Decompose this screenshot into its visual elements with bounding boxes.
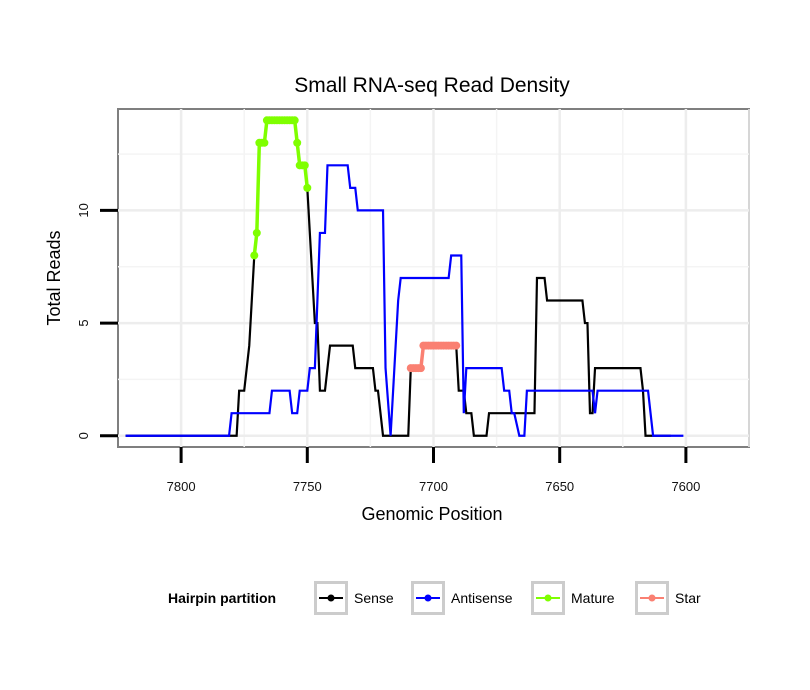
x-tick-label: 7750: [293, 479, 322, 494]
data-point-mature: [252, 228, 261, 237]
series-layer: [125, 116, 684, 437]
legend-key-dot: [424, 594, 432, 602]
legend-label-star: Star: [675, 590, 701, 606]
legend-item-star: Star: [635, 581, 701, 615]
series-line-antisense: [125, 164, 684, 437]
series-star: [406, 341, 461, 373]
y-tick-label: 0: [76, 432, 91, 439]
legend-title: Hairpin partition: [168, 590, 276, 606]
y-axis-title: Total Reads: [44, 230, 64, 325]
data-point-star: [416, 364, 425, 373]
legend-key-dot: [648, 594, 656, 602]
data-point-mature: [260, 138, 269, 147]
data-point-mature: [303, 183, 312, 192]
axes: 7800 7750 7700 7650 7600 0 5 10: [76, 203, 700, 494]
data-point-mature: [293, 138, 302, 147]
series-antisense: [125, 164, 684, 437]
chart-title: Small RNA-seq Read Density: [294, 74, 570, 97]
data-point-mature: [300, 161, 309, 170]
x-tick-label: 7600: [671, 479, 700, 494]
legend-keys: Sense Antisense Mature Star: [314, 581, 701, 615]
series-mature: [250, 116, 312, 260]
legend-item-mature: Mature: [531, 581, 615, 615]
x-tick-label: 7700: [419, 479, 448, 494]
data-point-mature: [250, 251, 259, 260]
legend: Hairpin partition Sense Antisense Mature St…: [168, 581, 701, 615]
x-tick-label: 7800: [167, 479, 196, 494]
data-point-star: [452, 341, 461, 350]
y-tick-label: 10: [76, 203, 91, 217]
data-point-mature: [290, 116, 299, 125]
legend-item-antisense: Antisense: [411, 581, 513, 615]
legend-key-dot: [544, 594, 552, 602]
legend-label-antisense: Antisense: [451, 590, 513, 606]
legend-key-dot: [327, 594, 335, 602]
legend-label-mature: Mature: [571, 590, 615, 606]
x-axis-title: Genomic Position: [361, 504, 502, 524]
legend-item-sense: Sense: [314, 581, 394, 615]
x-tick-label: 7650: [545, 479, 574, 494]
legend-label-sense: Sense: [354, 590, 394, 606]
y-tick-label: 5: [76, 319, 91, 326]
